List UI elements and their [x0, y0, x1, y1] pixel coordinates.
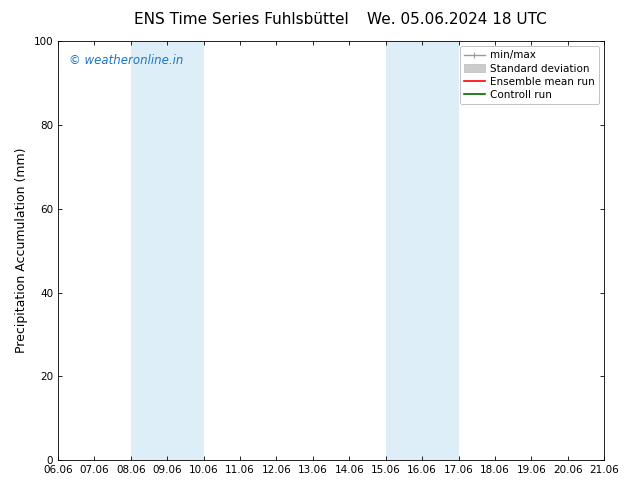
Legend: min/max, Standard deviation, Ensemble mean run, Controll run: min/max, Standard deviation, Ensemble me… — [460, 46, 599, 104]
Y-axis label: Precipitation Accumulation (mm): Precipitation Accumulation (mm) — [15, 148, 28, 353]
Bar — [385, 41, 458, 460]
Bar — [131, 41, 204, 460]
Text: We. 05.06.2024 18 UTC: We. 05.06.2024 18 UTC — [366, 12, 547, 27]
Text: © weatheronline.in: © weatheronline.in — [69, 53, 183, 67]
Text: ENS Time Series Fuhlsbüttel: ENS Time Series Fuhlsbüttel — [134, 12, 348, 27]
